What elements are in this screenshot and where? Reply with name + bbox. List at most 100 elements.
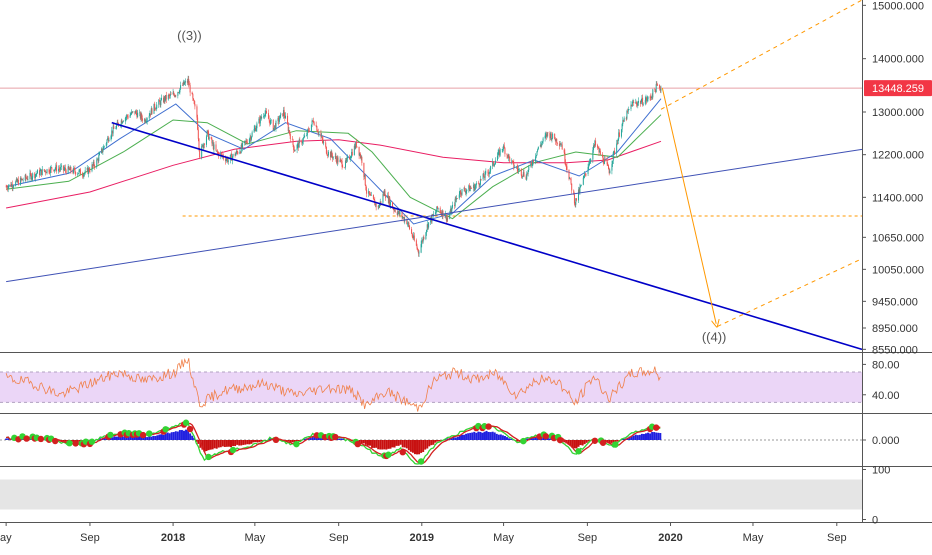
candle	[331, 150, 333, 158]
candle	[571, 183, 573, 194]
oscillator-bar	[434, 440, 437, 443]
candle	[451, 205, 453, 216]
candle	[633, 100, 635, 107]
candle	[192, 93, 194, 101]
candle	[588, 161, 590, 171]
candle	[631, 104, 633, 107]
candle	[167, 94, 169, 101]
candle	[588, 158, 590, 166]
candle	[102, 146, 104, 156]
candle	[556, 138, 558, 146]
candle	[611, 160, 613, 175]
candle	[563, 148, 565, 155]
candle	[651, 93, 653, 100]
candle	[488, 169, 490, 178]
candle	[51, 166, 53, 173]
candle	[41, 166, 43, 176]
candle	[107, 135, 109, 143]
oscillator-bar	[401, 440, 404, 448]
candle	[22, 177, 24, 183]
candle	[35, 170, 37, 177]
candle	[269, 120, 271, 127]
candle	[406, 220, 408, 227]
candle	[202, 144, 204, 149]
oscillator-line-slow	[5, 422, 661, 465]
candle	[593, 142, 595, 153]
candle	[365, 184, 367, 191]
candle	[442, 210, 444, 220]
candle	[279, 114, 281, 120]
oscillator-bar	[223, 440, 226, 447]
candle	[208, 129, 210, 140]
candle	[650, 95, 652, 101]
candle	[208, 134, 210, 142]
candle	[345, 158, 347, 164]
candle	[375, 202, 377, 211]
candle	[21, 178, 23, 181]
oscillator-bar	[630, 435, 633, 440]
candle	[542, 136, 544, 144]
candle	[646, 96, 648, 105]
candle	[34, 172, 36, 181]
candle	[244, 140, 246, 146]
candle	[595, 137, 597, 147]
candle	[417, 249, 419, 257]
candle	[516, 166, 518, 169]
oscillator-bar	[319, 437, 322, 440]
candle	[346, 156, 348, 164]
candle	[184, 80, 186, 86]
crossover-dot	[399, 448, 406, 456]
candle	[613, 150, 615, 155]
candle	[70, 166, 72, 174]
candle	[485, 168, 487, 175]
candle	[239, 149, 241, 155]
candle	[92, 159, 94, 167]
candle	[145, 119, 147, 124]
candle	[278, 115, 280, 125]
candle	[618, 129, 620, 138]
candle	[169, 94, 171, 99]
y-tick-label: 80.00	[872, 359, 900, 371]
candle	[649, 95, 651, 101]
oscillator-bar	[567, 440, 570, 445]
y-tick-label: 10650.000	[872, 232, 924, 244]
candle	[149, 110, 151, 117]
candle	[497, 149, 499, 159]
crossover-dot	[107, 431, 114, 439]
candle	[265, 107, 267, 117]
candle	[564, 149, 566, 165]
candle	[188, 75, 190, 88]
candle	[10, 181, 12, 188]
oscillator-bar	[407, 440, 410, 451]
oscillator-bar	[297, 440, 300, 441]
candle	[293, 146, 295, 152]
candle	[179, 88, 181, 95]
candle	[621, 122, 623, 133]
candle	[126, 114, 128, 120]
oscillator-bar	[403, 440, 406, 448]
candle	[370, 191, 372, 196]
candle	[488, 171, 490, 178]
candle	[351, 148, 353, 157]
candle	[120, 118, 122, 129]
crossover-dot	[229, 446, 237, 454]
candle	[175, 94, 177, 98]
y-tick-label: 9450.000	[872, 296, 918, 308]
candle	[64, 164, 66, 173]
crossover-dot	[146, 430, 153, 437]
candle	[460, 192, 462, 198]
candle	[93, 159, 95, 169]
oscillator-bar	[501, 435, 504, 440]
candle	[307, 128, 309, 133]
oscillator-bar	[287, 440, 290, 442]
candle	[44, 170, 46, 173]
wave-label-1: ((4))	[702, 329, 727, 344]
oscillator-bar	[123, 435, 126, 440]
y-tick-label: 8950.000	[872, 323, 918, 335]
oscillator-bar	[610, 440, 613, 443]
candle	[206, 129, 208, 137]
oscillator-bar	[653, 432, 656, 440]
candle	[498, 148, 500, 155]
